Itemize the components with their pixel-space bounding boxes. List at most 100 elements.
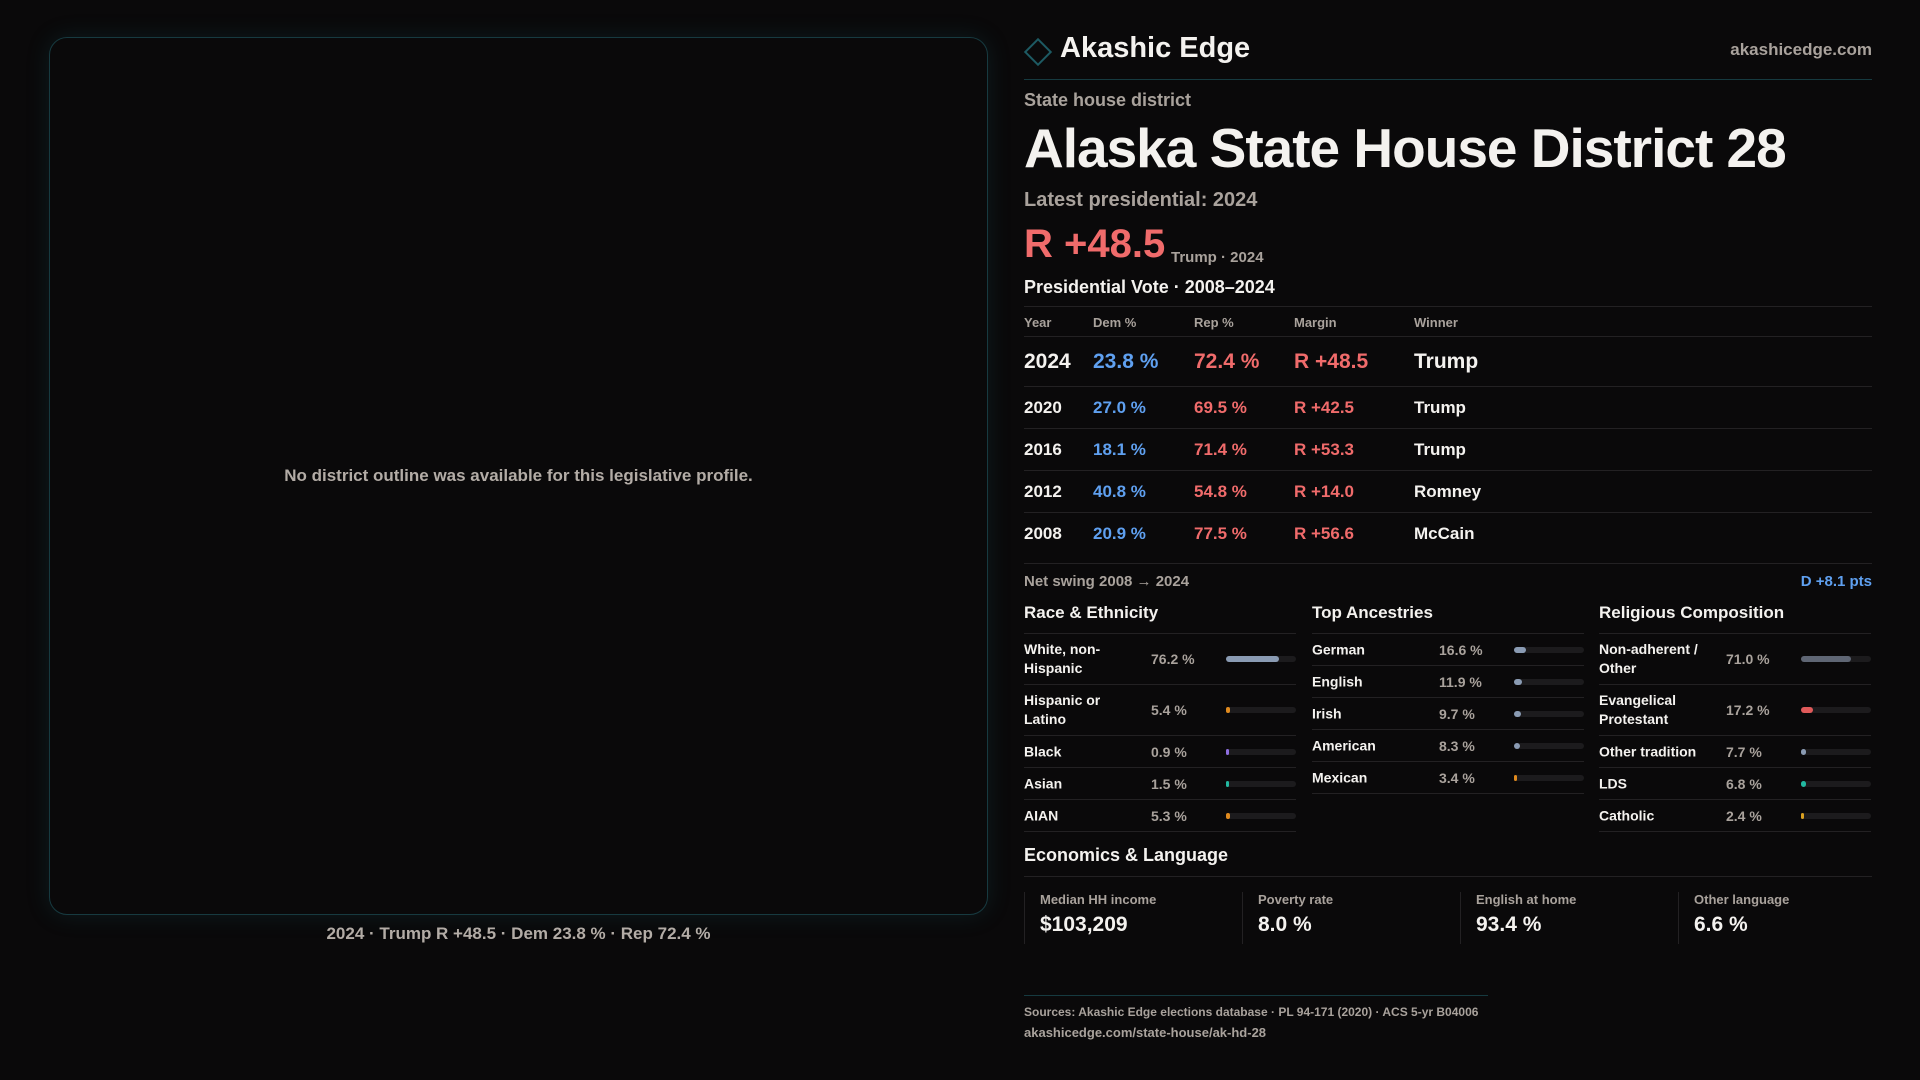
demographic-row: Other tradition 7.7 % — [1599, 736, 1871, 768]
sources-text: Sources: Akashic Edge elections database… — [1024, 1005, 1479, 1019]
row-percent: 5.3 % — [1151, 807, 1187, 824]
row-label: Mexican — [1312, 769, 1368, 785]
table-row: 2020 27.0 % 69.5 % R +42.5 Trump — [1024, 387, 1872, 429]
latest-margin-sub: Trump · 2024 — [1171, 249, 1264, 266]
share-bar — [1801, 656, 1871, 662]
row-percent: 2.4 % — [1726, 807, 1762, 824]
cell-year: 2020 — [1024, 398, 1062, 418]
economics-card: Median HH income $103,209 — [1024, 892, 1156, 944]
share-bar — [1226, 780, 1296, 787]
row-percent: 9.7 % — [1439, 705, 1475, 722]
demographic-row: Black 0.9 % — [1024, 736, 1296, 768]
page-title: Alaska State House District 28 — [1024, 117, 1787, 179]
cell-year: 2016 — [1024, 440, 1062, 460]
share-bar-fill — [1801, 707, 1814, 713]
share-bar-fill — [1226, 812, 1230, 819]
cell-margin: R +56.6 — [1294, 524, 1355, 544]
share-bar — [1514, 646, 1584, 653]
demographic-row: White, non-Hispanic 76.2 % — [1024, 634, 1296, 685]
demographic-section: Religious Composition Non-adherent / Othe… — [1599, 598, 1871, 832]
share-bar-fill — [1226, 656, 1280, 662]
row-label: German — [1312, 641, 1365, 657]
table-row: 2024 23.8 % 72.4 % R +48.5 Trump — [1024, 337, 1872, 387]
net-swing-label: Net swing 2008 → 2024 — [1024, 573, 1190, 590]
card-label: Median HH income — [1040, 892, 1157, 907]
table-row: 2008 20.9 % 77.5 % R +56.6 McCain — [1024, 513, 1872, 555]
share-bar-fill — [1801, 656, 1851, 662]
cell-margin: R +53.3 — [1294, 440, 1355, 460]
share-bar — [1226, 707, 1296, 713]
header: Akashic Edge akashicedge.com — [1023, 30, 1872, 80]
demographic-row: Asian 1.5 % — [1024, 768, 1296, 800]
share-bar-fill — [1801, 748, 1807, 755]
row-percent: 76.2 % — [1151, 651, 1195, 667]
table-header: Year Dem % Rep % Margin Winner — [1024, 307, 1872, 337]
cell-rep: 54.8 % — [1194, 482, 1247, 502]
cell-rep: 72.4 % — [1194, 349, 1260, 373]
row-label: AIAN — [1024, 807, 1059, 823]
share-bar — [1801, 780, 1871, 787]
row-label: Irish — [1312, 705, 1342, 721]
demographic-row: Non-adherent / Other 71.0 % — [1599, 634, 1871, 685]
brand-name: Akashic Edge — [1060, 32, 1251, 64]
economics-card: English at home 93.4 % — [1460, 892, 1576, 944]
cell-dem: 20.9 % — [1093, 524, 1146, 544]
row-label: Catholic — [1599, 807, 1655, 823]
share-bar-fill — [1514, 774, 1517, 781]
row-label: Asian — [1024, 775, 1063, 791]
cell-rep: 69.5 % — [1194, 398, 1247, 418]
row-percent: 17.2 % — [1726, 702, 1770, 718]
cell-dem: 18.1 % — [1093, 440, 1146, 460]
pres-vote-title: Presidential Vote · 2008–2024 — [1024, 277, 1275, 297]
cell-margin: R +14.0 — [1294, 482, 1355, 502]
demographic-row: American 8.3 % — [1312, 730, 1584, 762]
cell-rep: 71.4 % — [1194, 440, 1247, 460]
cell-year: 2012 — [1024, 482, 1062, 502]
site-link[interactable]: akashicedge.com — [1730, 40, 1872, 59]
share-bar-fill — [1226, 780, 1229, 787]
share-bar — [1514, 742, 1584, 749]
cell-rep: 77.5 % — [1194, 524, 1247, 544]
row-percent: 16.6 % — [1439, 641, 1483, 658]
card-value: 6.6 % — [1694, 913, 1748, 936]
share-bar-fill — [1514, 646, 1526, 653]
presidential-table: Year Dem % Rep % Margin Winner 2024 23.8 … — [1024, 307, 1872, 555]
profile-panel: Akashic Edge akashicedge.com State house… — [1023, 0, 1872, 1080]
demographic-row: Mexican 3.4 % — [1312, 762, 1584, 794]
share-bar — [1514, 678, 1584, 685]
cell-dem: 23.8 % — [1093, 349, 1159, 373]
demographic-row: Evangelical Protestant 17.2 % — [1599, 685, 1871, 736]
district-kind: State house district — [1024, 90, 1192, 110]
card-label: Poverty rate — [1258, 892, 1334, 907]
row-percent: 11.9 % — [1439, 673, 1482, 690]
demographic-section: Top Ancestries German 16.6 % English 11.9 % I… — [1312, 598, 1584, 794]
cell-winner: Trump — [1414, 440, 1466, 460]
share-bar — [1514, 710, 1584, 717]
demographic-row: English 11.9 % — [1312, 666, 1584, 698]
table-row: 2016 18.1 % 71.4 % R +53.3 Trump — [1024, 429, 1872, 471]
card-label: English at home — [1476, 892, 1577, 907]
page-url[interactable]: akashicedge.com/state-house/ak-hd-28 — [1024, 1025, 1267, 1040]
district-map-panel: No district outline was available for th… — [49, 37, 988, 915]
cell-year: 2008 — [1024, 524, 1062, 544]
cell-winner: Trump — [1414, 398, 1466, 418]
cell-year: 2024 — [1024, 349, 1071, 373]
row-percent: 3.4 % — [1439, 769, 1475, 786]
row-label: White, non-Hispanic — [1024, 641, 1101, 676]
share-bar-fill — [1514, 678, 1523, 685]
demographic-row: German 16.6 % — [1312, 634, 1584, 666]
section-title: Race & Ethnicity — [1024, 598, 1296, 634]
map-empty-message: No district outline was available for th… — [284, 466, 753, 485]
row-label: Black — [1024, 743, 1062, 759]
row-label: Other tradition — [1599, 743, 1697, 759]
row-label: LDS — [1599, 775, 1627, 791]
row-label: American — [1312, 737, 1376, 753]
cell-dem: 27.0 % — [1093, 398, 1146, 418]
share-bar — [1226, 748, 1296, 755]
row-percent: 5.4 % — [1151, 702, 1187, 718]
row-percent: 6.8 % — [1726, 775, 1762, 792]
diamond-logo-icon — [1023, 37, 1053, 67]
share-bar-fill — [1226, 707, 1230, 713]
share-bar — [1226, 812, 1296, 819]
demographic-row: LDS 6.8 % — [1599, 768, 1871, 800]
